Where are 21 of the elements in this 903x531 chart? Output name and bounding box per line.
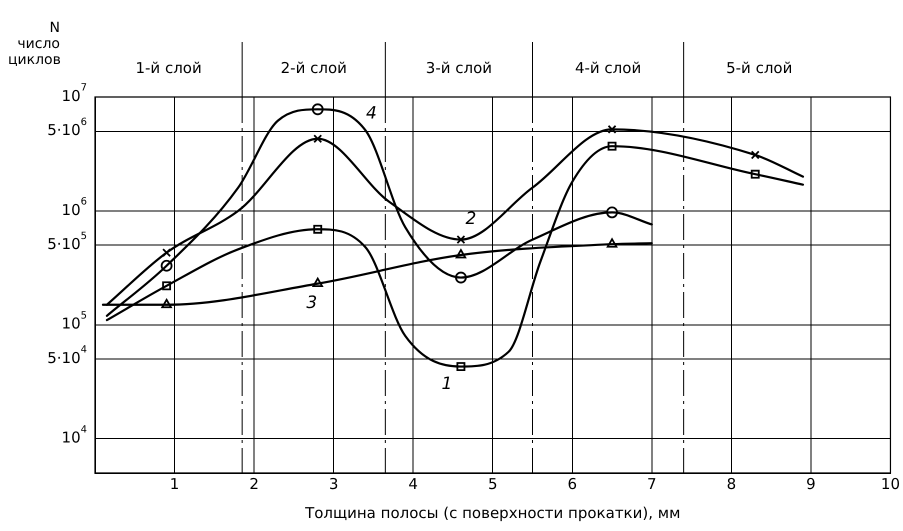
x-tick-label: 1 xyxy=(170,474,180,493)
text: 1-й слой xyxy=(135,58,202,77)
series-label: 3 xyxy=(306,293,318,314)
series-label: 1 xyxy=(441,374,452,394)
x-tick-label: 3 xyxy=(328,474,338,493)
x-tick-label: 7 xyxy=(647,474,657,493)
series-label: 2 xyxy=(465,209,476,230)
x-tick-label: 2 xyxy=(249,474,259,493)
x-tick-label: 5 xyxy=(488,474,498,493)
text: 2-й слой xyxy=(280,58,347,77)
series-label: 4 xyxy=(366,104,377,124)
x-tick-label: 10 xyxy=(880,474,900,493)
text: 5-й слой xyxy=(726,58,792,77)
y-axis-title: N число циклов xyxy=(8,20,61,68)
x-tick-label: 6 xyxy=(568,474,578,493)
text: 4-й слой xyxy=(574,58,642,77)
x-tick-label: 9 xyxy=(806,474,816,493)
text: 3-й слой xyxy=(426,58,492,77)
x-tick-label: 4 xyxy=(408,474,418,493)
x-axis-title: Толщина полосы (с поверхности прокатки), мм xyxy=(304,504,680,522)
x-tick-label: 8 xyxy=(726,474,736,493)
